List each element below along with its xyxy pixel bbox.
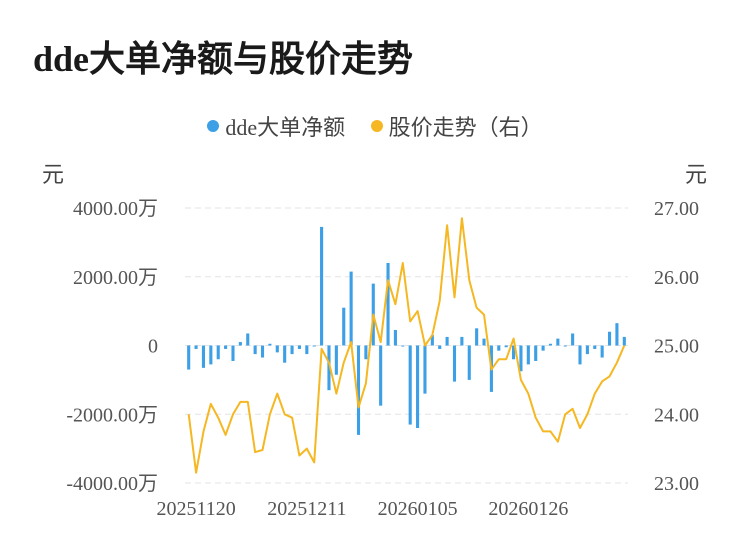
dde-bar[interactable] xyxy=(297,345,301,349)
dde-bar[interactable] xyxy=(379,345,383,406)
dde-bar[interactable] xyxy=(253,345,257,355)
dde-bar[interactable] xyxy=(356,345,361,435)
dde-bar[interactable] xyxy=(283,345,287,363)
dde-bar[interactable] xyxy=(585,345,589,355)
dde-bar[interactable] xyxy=(201,345,206,368)
dde-bar[interactable] xyxy=(260,345,265,358)
right-axis-unit: 元 xyxy=(685,162,708,187)
dde-bar[interactable] xyxy=(445,336,449,346)
dde-bar[interactable] xyxy=(320,226,324,346)
right-tick-label: 25.00 xyxy=(654,336,699,358)
dde-bar[interactable] xyxy=(305,345,309,355)
dde-bar[interactable] xyxy=(364,345,368,360)
dde-bar[interactable] xyxy=(467,345,471,380)
right-tick-label: 23.00 xyxy=(654,473,699,495)
left-tick-label: 2000.00万 xyxy=(73,267,158,289)
legend-marker-price xyxy=(370,120,383,132)
dde-bar[interactable] xyxy=(600,345,604,358)
dde-bar[interactable] xyxy=(416,345,420,429)
dde-bar[interactable] xyxy=(452,345,457,382)
legend-item-price[interactable]: 股价走势（右） xyxy=(370,110,543,142)
dde-bar[interactable] xyxy=(578,345,582,365)
dde-bar[interactable] xyxy=(209,345,213,365)
dde-bar[interactable] xyxy=(438,345,442,349)
x-tick-label: 20260126 xyxy=(488,498,568,520)
dde-bar[interactable] xyxy=(460,336,464,346)
dde-bar[interactable] xyxy=(475,328,479,346)
price-line[interactable] xyxy=(187,217,626,474)
dde-bar[interactable] xyxy=(312,345,316,347)
left-axis-unit: 元 xyxy=(42,162,65,187)
dde-bar[interactable] xyxy=(216,345,220,360)
dde-bar[interactable] xyxy=(238,342,242,346)
bar-layer xyxy=(187,226,626,435)
left-tick-label: 4000.00万 xyxy=(73,198,158,220)
legend: dde大单净额 股价走势（右） xyxy=(0,110,750,142)
dde-bar[interactable] xyxy=(187,345,191,370)
dde-bar[interactable] xyxy=(593,345,597,349)
dde-bar[interactable] xyxy=(401,345,405,347)
left-tick-label: -4000.00万 xyxy=(66,473,158,495)
dde-bar[interactable] xyxy=(423,345,427,394)
legend-label-dde: dde大单净额 xyxy=(225,115,346,140)
dde-bar[interactable] xyxy=(563,345,567,347)
right-tick-label: 26.00 xyxy=(654,267,699,289)
dde-bar[interactable] xyxy=(327,345,331,391)
dde-bar[interactable] xyxy=(231,345,235,361)
dde-bar[interactable] xyxy=(290,345,294,355)
dde-bar[interactable] xyxy=(194,345,198,349)
dde-bar[interactable] xyxy=(334,345,338,375)
right-tick-label: 24.00 xyxy=(654,404,699,426)
dde-bar[interactable] xyxy=(548,343,553,346)
dde-bar[interactable] xyxy=(268,343,272,346)
chart-title: dde大单净额与股价走势 xyxy=(33,39,414,79)
legend-item-dde[interactable]: dde大单净额 xyxy=(207,110,345,142)
dde-bar[interactable] xyxy=(519,345,523,372)
dde-bar[interactable] xyxy=(408,345,412,425)
dde-bar[interactable] xyxy=(571,333,575,346)
dde-bar[interactable] xyxy=(342,307,346,346)
dde-bar[interactable] xyxy=(497,345,501,351)
dde-bar[interactable] xyxy=(607,331,612,346)
dde-bar[interactable] xyxy=(622,336,626,346)
x-tick-label: 20251211 xyxy=(267,498,346,520)
dde-bar[interactable] xyxy=(504,345,508,348)
dde-bar[interactable] xyxy=(615,323,619,346)
legend-label-price: 股价走势（右） xyxy=(388,115,543,140)
legend-marker-dde xyxy=(207,120,220,132)
axis-label-layer: 4000.00万 27.00 2000.00万 26.00 0 25.00 -2000.00… xyxy=(66,198,699,520)
x-tick-label: 20260105 xyxy=(378,498,458,520)
grid-layer xyxy=(185,207,628,484)
line-layer xyxy=(187,217,626,474)
x-tick-label: 20251120 xyxy=(156,498,235,520)
dde-bar[interactable] xyxy=(386,263,390,346)
right-tick-label: 27.00 xyxy=(654,198,699,220)
dde-bar[interactable] xyxy=(224,345,228,349)
dde-bar[interactable] xyxy=(482,338,486,346)
dde-bar[interactable] xyxy=(526,345,530,365)
left-tick-label: 0 xyxy=(148,336,158,358)
left-tick-label: -2000.00万 xyxy=(66,404,158,426)
dde-bar[interactable] xyxy=(275,345,279,353)
dde-bar[interactable] xyxy=(541,345,545,351)
dde-bar[interactable] xyxy=(512,345,516,360)
dde-bar[interactable] xyxy=(430,335,434,346)
dde-bar[interactable] xyxy=(556,338,560,346)
dde-bar[interactable] xyxy=(393,330,397,346)
dde-bar[interactable] xyxy=(349,271,353,346)
dde-bar[interactable] xyxy=(246,333,250,346)
dde-bar[interactable] xyxy=(534,345,538,361)
